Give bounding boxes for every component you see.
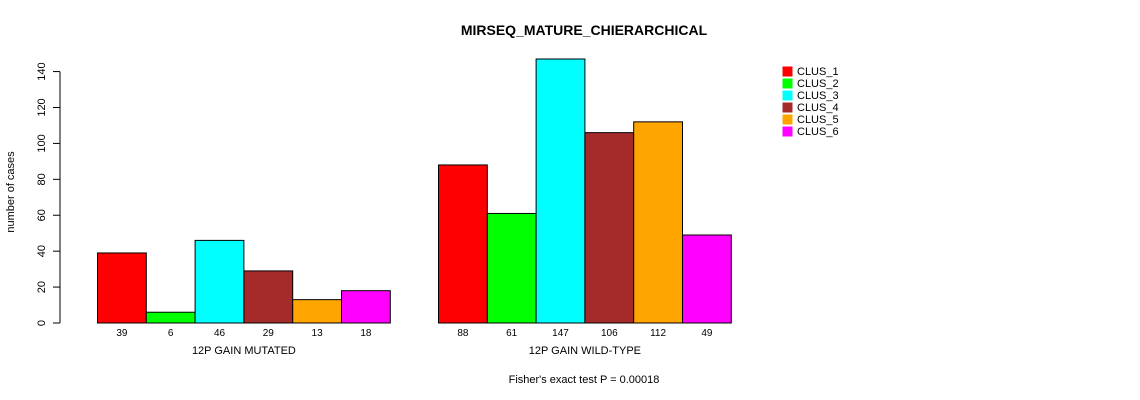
group-label: 12P GAIN WILD-TYPE	[529, 345, 641, 357]
legend-item: CLUS_5	[782, 114, 839, 126]
bar	[438, 164, 488, 324]
bar-group: 88 61 147 106 112 49 12P GAIN WILD-TYPE	[438, 58, 732, 357]
y-tick-label: 0	[36, 320, 48, 326]
bar	[633, 121, 684, 324]
legend-label: CLUS_2	[797, 78, 839, 90]
bar	[194, 239, 245, 324]
legend-item: CLUS_3	[782, 90, 839, 102]
bar	[486, 212, 537, 324]
y-tick-label: 60	[36, 209, 48, 221]
legend-swatch	[782, 126, 793, 137]
legend-swatch	[782, 78, 793, 89]
legend-item: CLUS_4	[782, 102, 839, 114]
legend-item: CLUS_2	[782, 78, 839, 90]
bar-value-label: 6	[168, 328, 174, 339]
bar-group: 39 6 46 29 13 18 12P GAIN MUTATED	[97, 239, 391, 357]
bar	[682, 234, 732, 324]
bar-value-label: 29	[263, 328, 275, 339]
legend-label: CLUS_1	[797, 66, 839, 78]
legend-item: CLUS_1	[782, 66, 839, 78]
legend-swatch	[782, 114, 793, 125]
bar	[341, 290, 391, 324]
legend-label: CLUS_3	[797, 90, 839, 102]
y-tick-label: 80	[36, 173, 48, 185]
bar-value-label: 61	[506, 328, 518, 339]
y-tick-label: 120	[36, 98, 48, 116]
bar-groups: 39 6 46 29 13 18 12P GAIN MUTATED 88 61 147 106 112…	[97, 58, 732, 357]
bar	[97, 252, 147, 324]
legend-swatch	[782, 90, 793, 101]
bar-value-label: 13	[312, 328, 324, 339]
bar-value-label: 147	[552, 328, 569, 339]
legend-label: CLUS_4	[797, 102, 839, 114]
bar	[243, 270, 294, 324]
legend-item: CLUS_6	[782, 126, 839, 138]
y-tick-label: 100	[36, 134, 48, 152]
group-label: 12P GAIN MUTATED	[192, 345, 296, 357]
y-tick-label: 20	[36, 281, 48, 293]
bar-value-label: 49	[701, 328, 713, 339]
y-axis-label: number of cases	[5, 151, 17, 233]
legend-swatch	[782, 66, 793, 77]
bar-value-label: 112	[650, 328, 666, 339]
bar-value-label: 39	[116, 328, 128, 339]
bar	[584, 132, 635, 324]
bar	[535, 58, 586, 324]
legend-swatch	[782, 102, 793, 113]
fisher-test-footer: Fisher's exact test P = 0.00018	[509, 374, 660, 386]
y-axis: 0 20 40 60 80 100 120 140	[36, 62, 61, 326]
bar-value-label: 46	[214, 328, 226, 339]
bar-value-label: 88	[457, 328, 469, 339]
y-tick-label: 140	[36, 62, 48, 80]
bar	[292, 299, 343, 324]
chart-title: MIRSEQ_MATURE_CHIERARCHICAL	[461, 22, 708, 38]
y-tick-label: 40	[36, 245, 48, 257]
legend-label: CLUS_6	[797, 126, 839, 138]
bar-value-label: 18	[360, 328, 372, 339]
bar-value-label: 106	[601, 328, 618, 339]
bar	[145, 311, 196, 324]
legend-label: CLUS_5	[797, 114, 839, 126]
